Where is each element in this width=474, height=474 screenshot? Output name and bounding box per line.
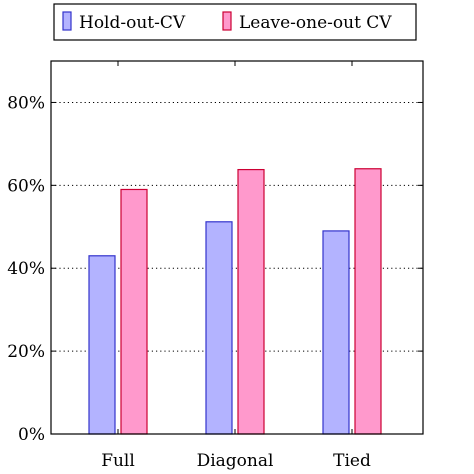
legend-swatch-hold-out-cv (62, 11, 72, 31)
legend-label-hold-out-cv: Hold-out-CV (79, 13, 186, 33)
legend: Hold-out-CV Leave-one-out CV (53, 3, 417, 41)
legend-swatch-leave-one-out-cv (222, 11, 232, 31)
bar-leave-one-out-cv-tied (354, 168, 382, 435)
x-tick-label-tied: Tied (333, 451, 371, 471)
bar-hold-out-cv-full (88, 255, 116, 435)
y-tick-label: 80% (7, 93, 45, 113)
axis-ticks: 0% 20% 40% 60% 80% Full Diagonal Tied (7, 61, 423, 471)
x-tick-label-diagonal: Diagonal (197, 451, 274, 471)
bar-leave-one-out-cv-diagonal (237, 168, 265, 435)
grid-lines (51, 101, 423, 352)
bar-hold-out-cv-diagonal (205, 221, 233, 435)
bar-leave-one-out-cv-full (120, 188, 148, 435)
bars (88, 168, 382, 435)
y-tick-label: 40% (7, 259, 45, 279)
bar-hold-out-cv-tied (322, 230, 350, 435)
plot-frame (50, 60, 424, 435)
x-tick-label-full: Full (101, 451, 135, 471)
y-tick-label: 20% (7, 342, 45, 362)
legend-box (53, 3, 417, 41)
y-tick-label: 0% (18, 425, 45, 445)
legend-label-leave-one-out-cv: Leave-one-out CV (239, 13, 392, 33)
y-tick-label: 60% (7, 176, 45, 196)
